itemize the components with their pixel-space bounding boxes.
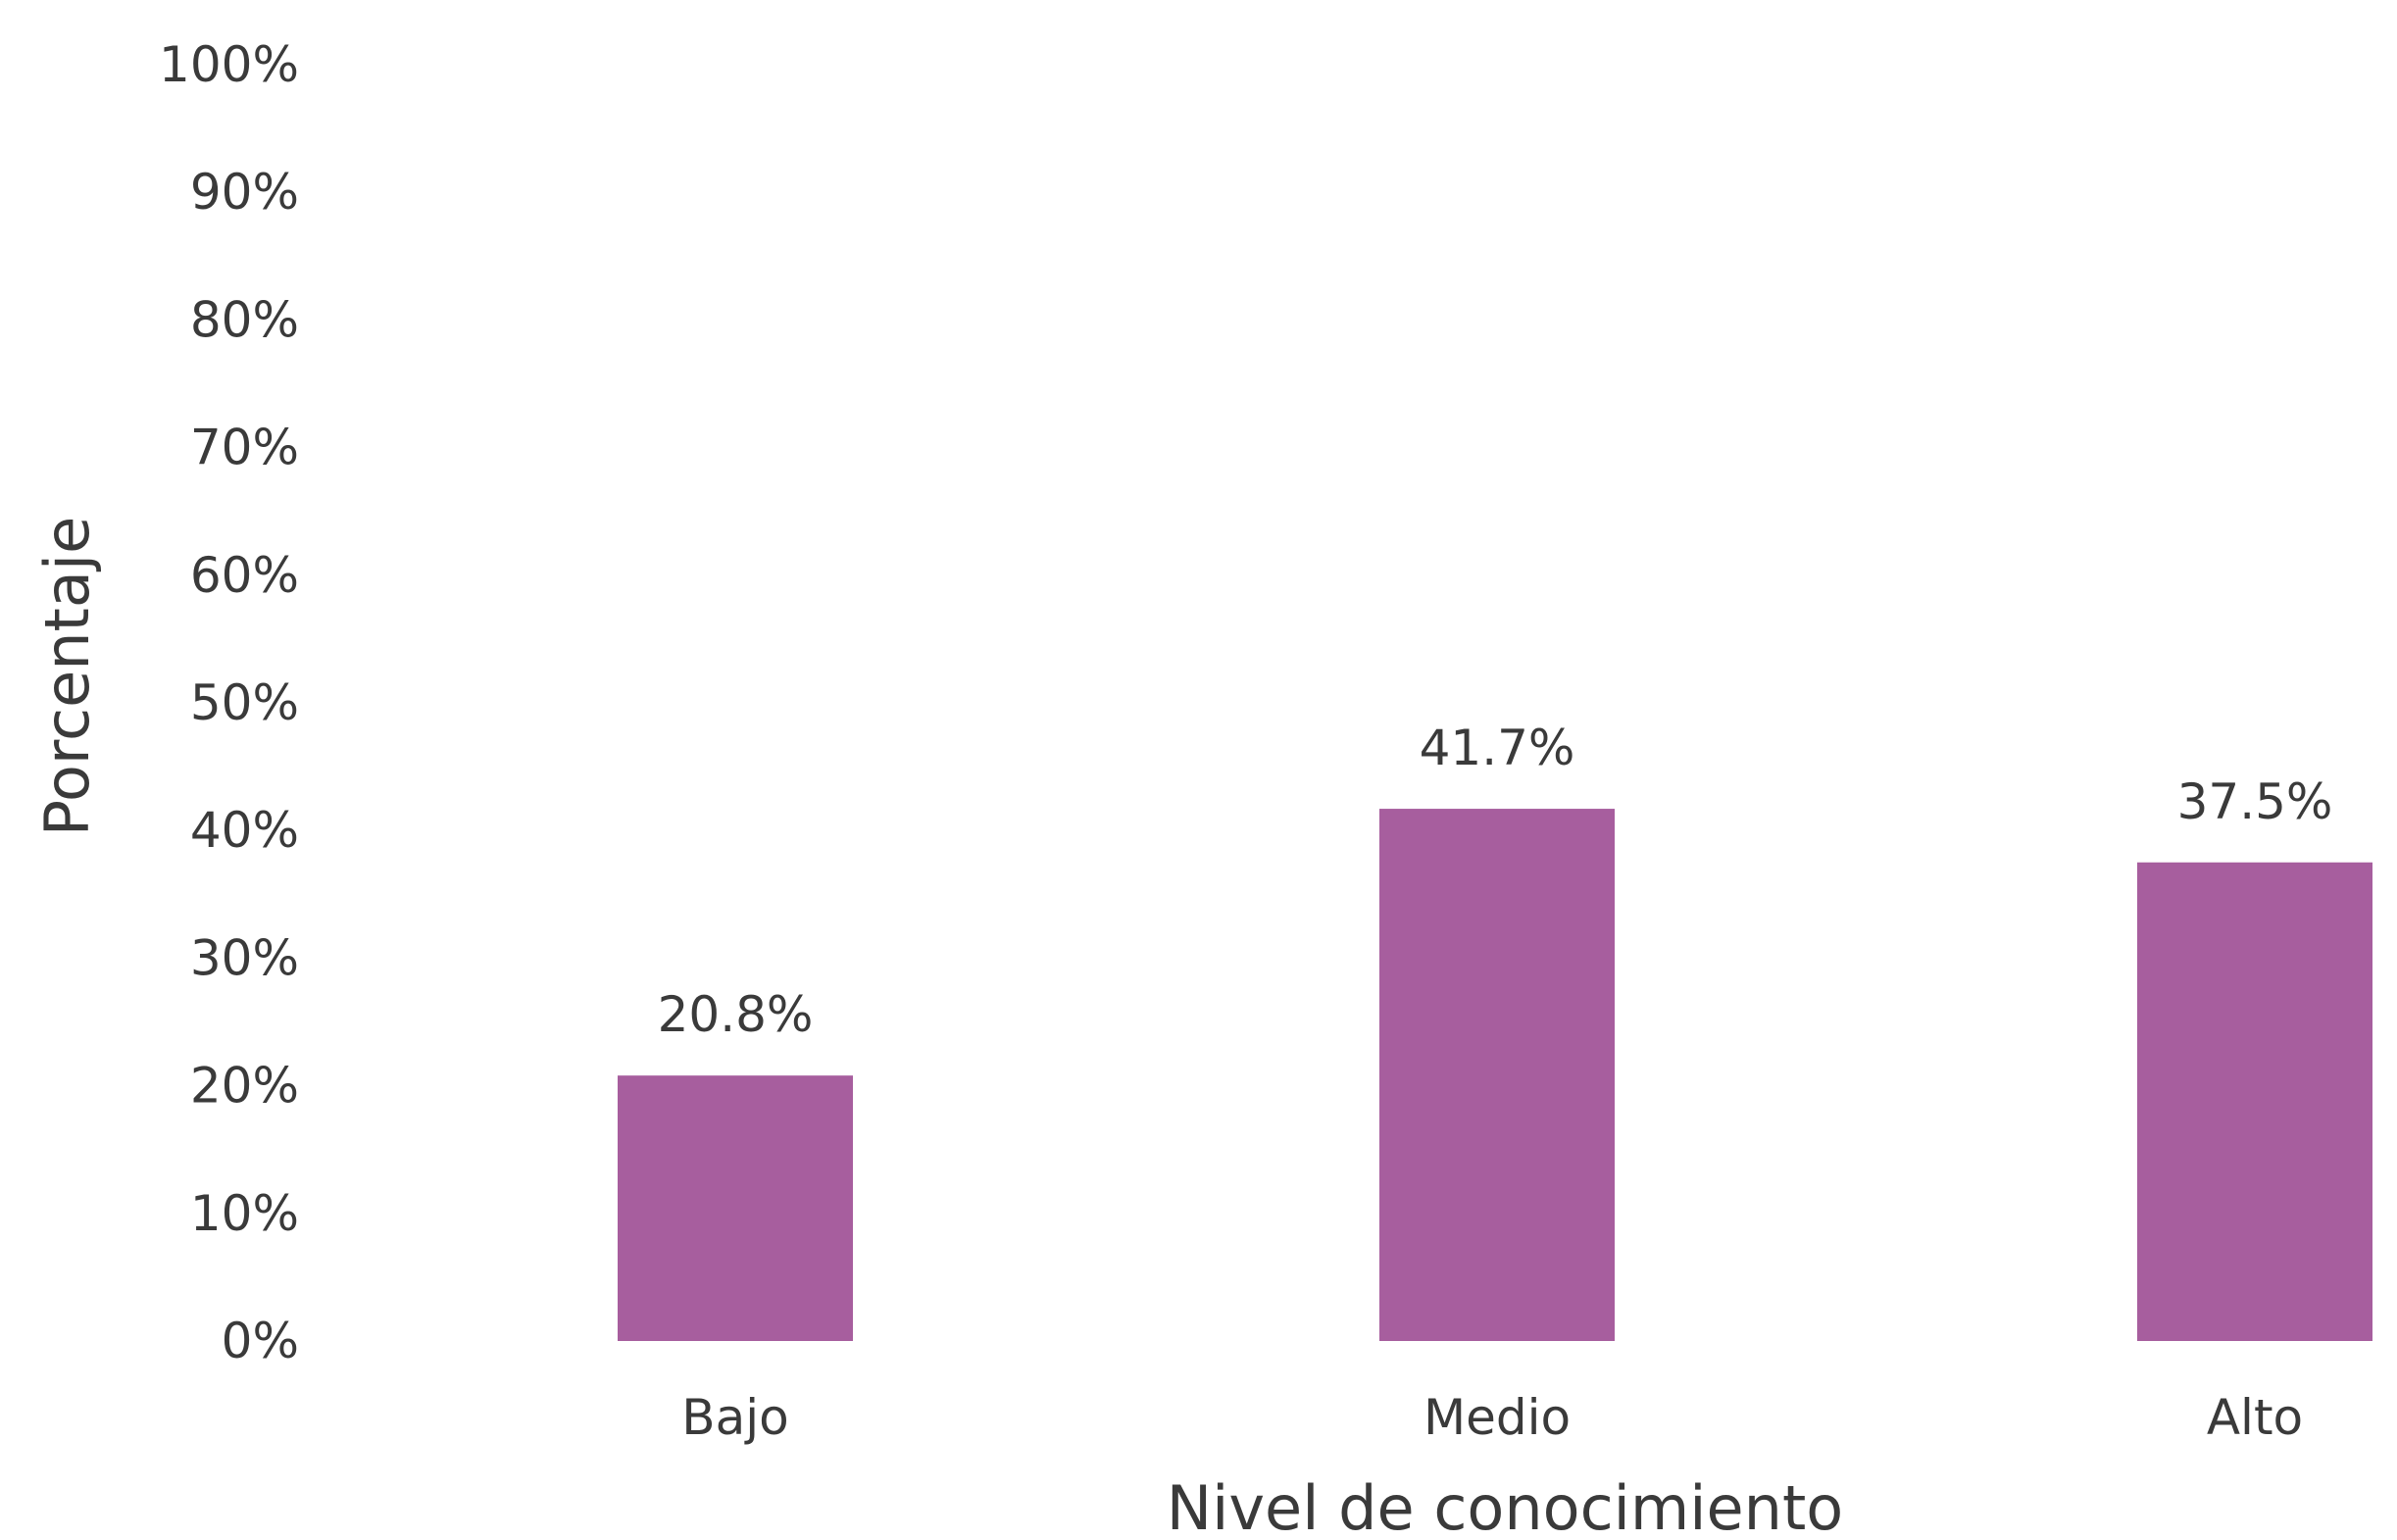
data-label-medio: 41.7% — [1420, 720, 1575, 776]
data-label-alto: 37.5% — [2177, 773, 2333, 830]
y-tick-label: 20% — [190, 1058, 299, 1115]
y-tick-label: 90% — [190, 164, 299, 221]
y-tick-label: 0% — [222, 1313, 299, 1369]
x-axis-category-labels: Bajo Medio Alto — [681, 1389, 2303, 1446]
bars — [618, 809, 2372, 1341]
bar-bajo — [618, 1075, 853, 1341]
x-category-label-medio: Medio — [1423, 1389, 1571, 1446]
y-tick-label: 80% — [190, 291, 299, 348]
y-axis-ticks: 0% 10% 20% 30% 40% 50% 60% 70% 80% 90% 100% — [159, 36, 299, 1369]
bar-medio — [1379, 809, 1615, 1341]
x-axis-title: Nivel de conocimiento — [1167, 1472, 1843, 1540]
y-tick-label: 50% — [190, 674, 299, 731]
bar-alto — [2137, 862, 2372, 1341]
y-tick-label: 30% — [190, 929, 299, 986]
x-category-label-alto: Alto — [2207, 1389, 2303, 1446]
y-axis-title: Porcentaje — [31, 517, 103, 836]
data-labels: 20.8% 41.7% 37.5% — [658, 720, 2333, 1043]
y-tick-label: 10% — [190, 1185, 299, 1242]
y-tick-label: 100% — [159, 36, 299, 93]
x-category-label-bajo: Bajo — [681, 1389, 788, 1446]
y-tick-label: 70% — [190, 420, 299, 476]
y-tick-label: 60% — [190, 547, 299, 604]
data-label-bajo: 20.8% — [658, 986, 814, 1043]
y-tick-label: 40% — [190, 802, 299, 859]
